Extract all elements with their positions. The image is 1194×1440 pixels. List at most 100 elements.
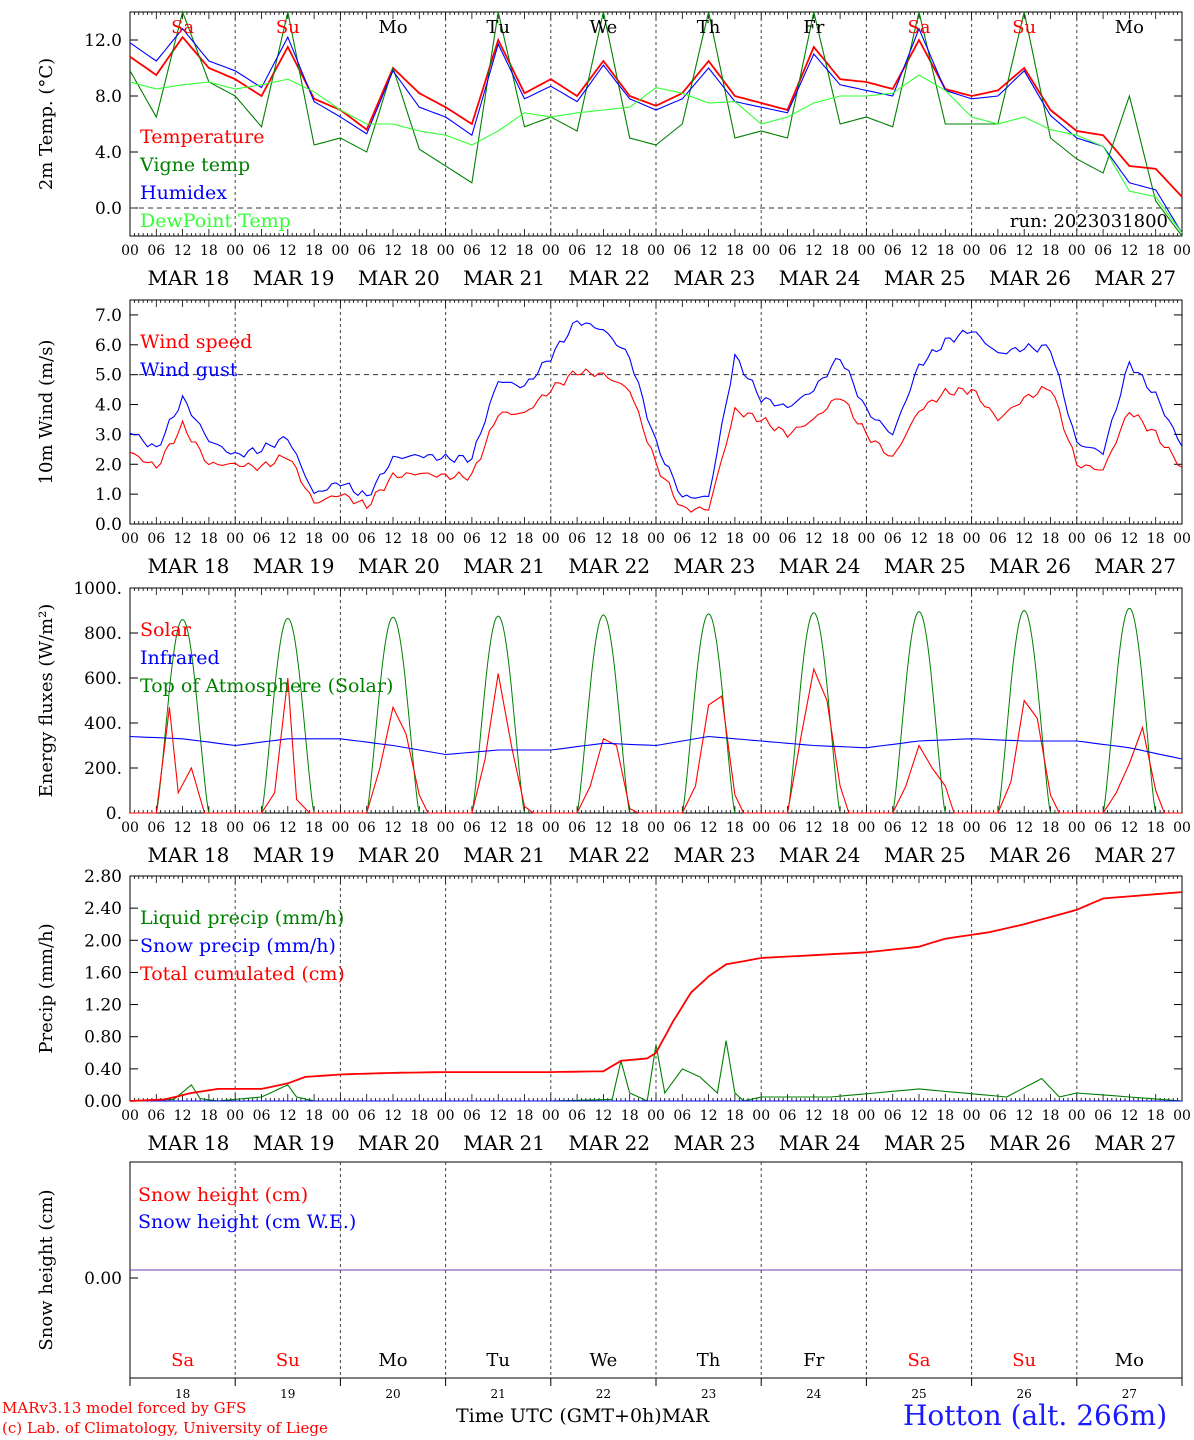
hour-label: 18 <box>831 820 849 836</box>
hour-label: 06 <box>884 243 902 259</box>
hour-label: 12 <box>594 1108 612 1124</box>
hour-label: 06 <box>568 820 586 836</box>
hour-label: 18 <box>726 243 744 259</box>
hour-label: 06 <box>568 1108 586 1124</box>
hour-label: 18 <box>831 531 849 547</box>
y-tick-label: 0.80 <box>84 1028 122 1048</box>
date-label: MAR 19 <box>253 554 335 578</box>
hour-label: 06 <box>463 243 481 259</box>
hour-label: 00 <box>331 531 349 547</box>
toa-solar-line <box>892 611 946 814</box>
day-number-label: 19 <box>280 1387 295 1401</box>
hour-label: 12 <box>1120 1108 1138 1124</box>
day-name-label: Tu <box>486 1350 510 1371</box>
hour-label: 18 <box>726 820 744 836</box>
hour-label: 12 <box>279 1108 297 1124</box>
day-number-label: 24 <box>806 1387 822 1401</box>
series-line-wind-gust <box>129 320 1183 499</box>
date-label: MAR 20 <box>358 266 440 290</box>
y-axis-label: Energy fluxes (W/m²) <box>36 604 57 798</box>
hour-label: 00 <box>542 1108 560 1124</box>
hour-label: 18 <box>410 531 428 547</box>
date-label: MAR 24 <box>779 1131 861 1155</box>
date-label: MAR 21 <box>463 554 545 578</box>
legend-entry: Infrared <box>140 647 220 669</box>
hour-label: 12 <box>1015 1108 1033 1124</box>
hour-label: 18 <box>726 531 744 547</box>
hour-label: 00 <box>647 531 665 547</box>
day-name-label: We <box>590 1350 618 1371</box>
legend-entry: Wind gust <box>140 359 238 381</box>
toa-solar-line <box>787 612 841 814</box>
hour-label: 18 <box>200 531 218 547</box>
hour-label: 00 <box>542 243 560 259</box>
hour-label: 06 <box>989 820 1007 836</box>
y-tick-label: 0.0 <box>95 515 122 535</box>
series-line-solar <box>130 667 1182 814</box>
hour-label: 18 <box>1147 531 1165 547</box>
hour-label: 06 <box>147 1108 165 1124</box>
day-name-label: Th <box>697 17 721 38</box>
hour-label: 00 <box>752 243 770 259</box>
y-tick-label: 6.0 <box>95 336 122 356</box>
day-number-label: 22 <box>596 1387 611 1401</box>
toa-solar-line <box>681 613 736 814</box>
hour-label: 06 <box>358 820 376 836</box>
hour-label: 06 <box>253 243 271 259</box>
date-label: MAR 18 <box>148 843 230 867</box>
hour-label: 18 <box>936 820 954 836</box>
y-axis-label: 2m Temp. (°C) <box>36 58 57 190</box>
hour-label: 00 <box>963 820 981 836</box>
hour-label: 06 <box>253 1108 271 1124</box>
day-name-label: Su <box>276 17 300 38</box>
hour-label: 00 <box>437 531 455 547</box>
toa-solar-line <box>997 609 1051 814</box>
day-name-label: Su <box>1012 17 1036 38</box>
day-name-label: Fr <box>803 1350 824 1371</box>
hour-label: 12 <box>910 820 928 836</box>
day-name-label: Mo <box>378 17 407 38</box>
hour-label: 00 <box>437 820 455 836</box>
hour-label: 06 <box>779 820 797 836</box>
hour-label: 00 <box>1173 820 1191 836</box>
day-name-label: Su <box>276 1350 300 1371</box>
y-axis-label: Precip (mm/h) <box>36 923 57 1053</box>
y-tick-label: 8.0 <box>95 87 122 107</box>
day-number-label: 21 <box>491 1387 506 1401</box>
series-line-liquid-precip-mm-h- <box>129 1040 1183 1102</box>
hour-label: 18 <box>305 531 323 547</box>
hour-label: 06 <box>673 820 691 836</box>
hour-label: 12 <box>384 1108 402 1124</box>
hour-label: 00 <box>226 531 244 547</box>
y-tick-label: 600. <box>84 669 122 689</box>
hour-label: 12 <box>910 531 928 547</box>
date-label: MAR 27 <box>1094 554 1176 578</box>
toa-solar-line <box>155 618 210 814</box>
hour-label: 06 <box>884 820 902 836</box>
hour-label: 06 <box>463 531 481 547</box>
hour-label: 00 <box>963 1108 981 1124</box>
date-label: MAR 22 <box>568 266 650 290</box>
hour-label: 06 <box>358 531 376 547</box>
date-label: MAR 23 <box>674 266 756 290</box>
hour-label: 12 <box>1120 243 1138 259</box>
legend-entry: Liquid precip (mm/h) <box>140 907 344 929</box>
hour-label: 12 <box>594 531 612 547</box>
hour-label: 12 <box>805 531 823 547</box>
hour-label: 00 <box>1068 531 1086 547</box>
hour-label: 06 <box>147 820 165 836</box>
date-label: MAR 18 <box>148 554 230 578</box>
hour-label: 00 <box>963 243 981 259</box>
hour-label: 00 <box>121 243 139 259</box>
hour-label: 18 <box>200 820 218 836</box>
hour-label: 12 <box>805 243 823 259</box>
legend-entry: Temperature <box>140 126 264 148</box>
y-tick-label: 1.20 <box>84 996 122 1016</box>
hour-label: 00 <box>647 1108 665 1124</box>
legend-entry: Top of Atmosphere (Solar) <box>140 675 393 697</box>
hour-label: 12 <box>594 820 612 836</box>
y-tick-label: 0.0 <box>95 199 122 219</box>
legend-entry: DewPoint Temp <box>140 210 291 232</box>
hour-label: 00 <box>1173 1108 1191 1124</box>
hour-label: 18 <box>621 1108 639 1124</box>
